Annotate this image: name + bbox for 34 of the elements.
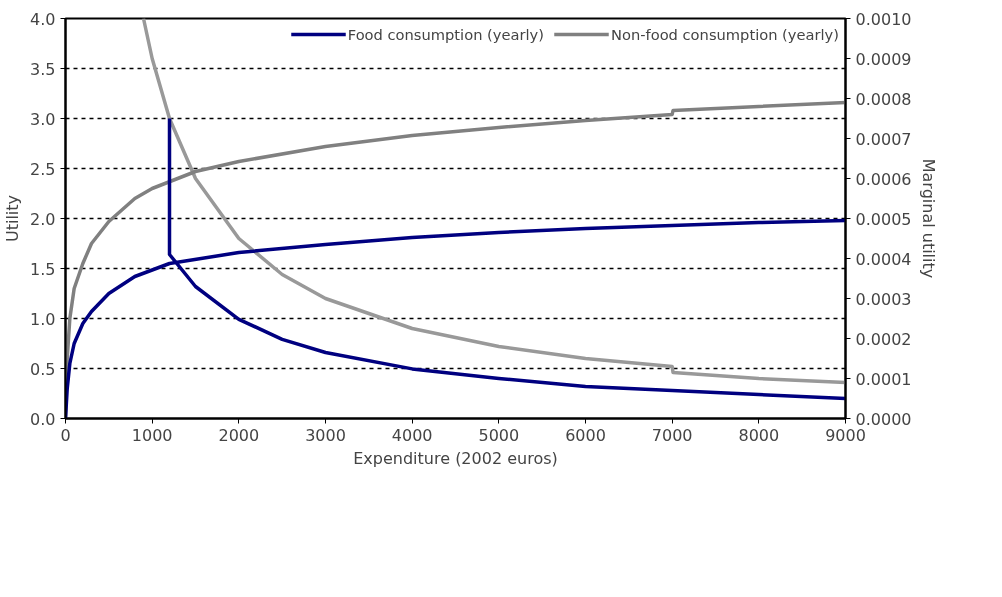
x-axis-title: Expenditure (2002 euros) — [353, 448, 558, 468]
legend-label: Food consumption (yearly) — [347, 25, 544, 43]
y2-tick-label: 0.0007 — [855, 129, 912, 149]
x-tick-label: 7000 — [651, 425, 693, 445]
y-tick-label: 1.0 — [30, 309, 56, 329]
y-tick-label: 2.0 — [30, 209, 56, 229]
x-tick-label: 1000 — [131, 425, 173, 445]
line-series — [141, 18, 846, 385]
y2-tick-label: 0.0005 — [855, 209, 912, 229]
y-tick-label: 0.5 — [30, 359, 56, 379]
x-tick-label: 3000 — [305, 425, 346, 445]
y-tick-label: 2.5 — [30, 159, 56, 179]
x-tick-label: 6000 — [565, 425, 606, 445]
y-axis-title: Utility — [3, 194, 23, 243]
y-tick-label: 3.5 — [30, 59, 56, 79]
y-tick-label: 3.0 — [30, 109, 56, 129]
y2-tick-label: 0.0008 — [855, 89, 912, 109]
y2-tick-label: 0.0004 — [855, 249, 912, 269]
legend-label: Non-food consumption (yearly) — [611, 25, 839, 43]
y2-tick-label: 0.0002 — [855, 329, 912, 349]
y-tick-label: 1.5 — [30, 259, 56, 279]
x-tick-label: 8000 — [738, 425, 780, 445]
y2-tick-label: 0.0001 — [855, 369, 912, 389]
y2-axis-title: Marginal utility — [919, 158, 939, 279]
x-tick-label: 4000 — [391, 425, 433, 445]
y2-tick-label: 0.0006 — [855, 169, 912, 189]
x-tick-label: 0 — [60, 425, 71, 445]
x-tick-label: 2000 — [218, 425, 260, 445]
y-tick-label: 4.0 — [30, 9, 56, 29]
y2-tick-label: 0.0003 — [855, 289, 912, 309]
y2-tick-label: 0.0009 — [855, 49, 912, 69]
y-tick-label: 0.0 — [30, 409, 56, 429]
x-tick-label: 5000 — [478, 425, 520, 445]
y2-tick-label: 0.0010 — [855, 9, 912, 29]
